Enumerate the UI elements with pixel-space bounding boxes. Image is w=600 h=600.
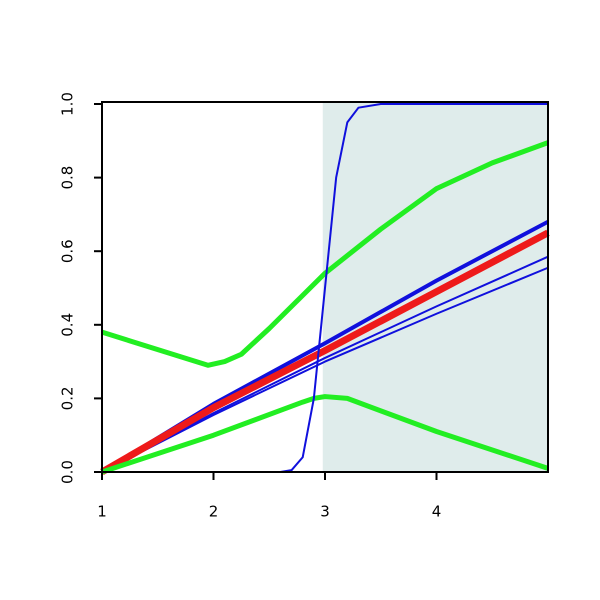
series-line: [101, 266, 549, 473]
x-tick-label: 1: [97, 503, 107, 521]
series-line: [100, 229, 550, 476]
x-tick-label: 2: [209, 503, 219, 521]
highlight-band: [322, 102, 548, 472]
series-line: [101, 140, 549, 368]
y-tick-label: 0.4: [59, 313, 77, 337]
y-tick-label: 0.6: [59, 239, 77, 263]
series-line: [102, 103, 548, 473]
x-tick-label: 4: [432, 503, 442, 521]
y-tick-label: 0.2: [59, 386, 77, 410]
series-line: [101, 394, 549, 475]
y-tick-label: 1.0: [59, 92, 77, 116]
y-tick-label: 0.8: [59, 166, 77, 190]
y-tick-label: 0.0: [59, 460, 77, 484]
x-tick-label: 3: [320, 503, 330, 521]
